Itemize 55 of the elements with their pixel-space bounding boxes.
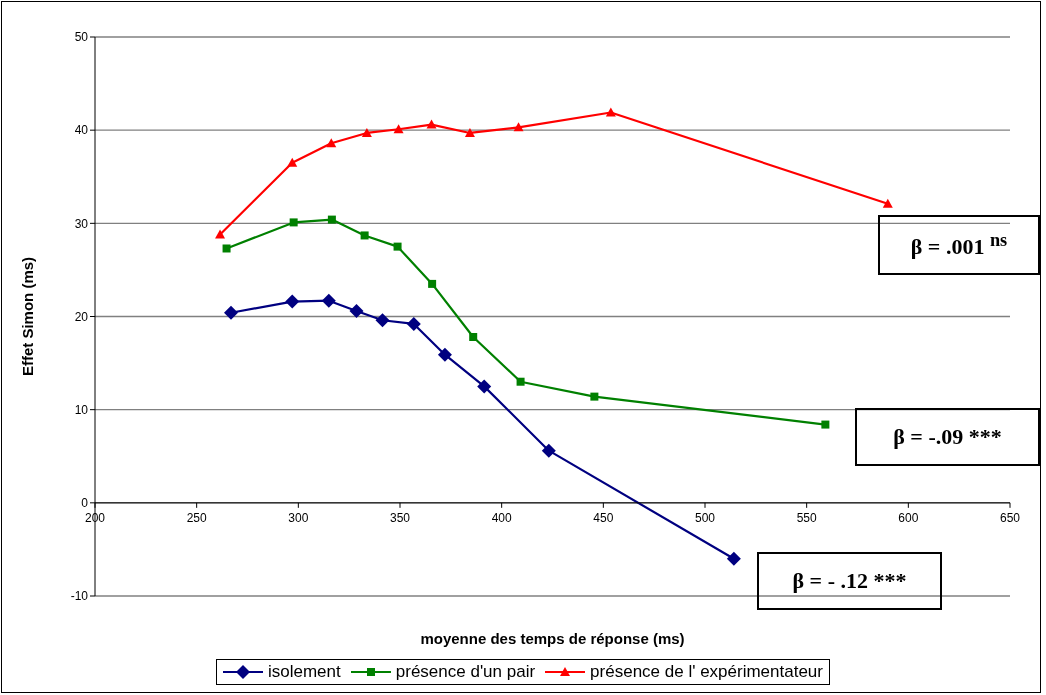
point	[464, 127, 475, 137]
point	[882, 198, 893, 208]
point	[326, 138, 337, 148]
y-tick-label: -10	[70, 589, 89, 604]
annotation: β = -.09 ***	[893, 424, 1002, 450]
point	[361, 127, 372, 137]
y-tick-label: 40	[74, 123, 89, 138]
point	[393, 242, 402, 251]
legend-label: isolement	[268, 662, 341, 682]
point	[222, 244, 231, 253]
point	[215, 229, 226, 239]
point	[289, 218, 298, 227]
point	[726, 551, 741, 566]
x-tick-label: 400	[491, 510, 512, 525]
point	[513, 122, 524, 132]
x-tick-label: 650	[999, 510, 1021, 525]
point	[428, 279, 437, 288]
point	[469, 333, 478, 341]
y-tick-label: 50	[74, 30, 89, 45]
annotation: β = - .12 ***	[792, 568, 907, 594]
x-tick-label: 450	[593, 510, 614, 525]
point	[541, 443, 556, 458]
legend-label: présence de l' expérimentateur	[590, 662, 823, 682]
x-tick-label: 200	[84, 510, 106, 525]
point	[224, 305, 239, 320]
x-tick-label: 550	[796, 510, 817, 525]
point	[477, 379, 492, 394]
point	[285, 294, 300, 309]
point	[360, 231, 369, 240]
annotation: β = .001 $^{ns}$	[910, 229, 1008, 261]
point	[426, 119, 437, 129]
legend-label: présence d'un pair	[395, 662, 536, 682]
x-tick-label: 500	[694, 510, 716, 525]
point	[349, 303, 364, 318]
point	[287, 157, 298, 167]
y-tick-label: 10	[74, 402, 89, 417]
point	[393, 124, 404, 134]
point	[327, 215, 336, 224]
point	[605, 107, 616, 117]
y-tick-label: 0	[81, 496, 89, 511]
point	[821, 420, 830, 429]
point	[437, 347, 452, 362]
x-tick-label: 300	[288, 510, 309, 525]
point	[375, 313, 390, 328]
point	[516, 377, 525, 386]
point	[406, 316, 421, 331]
point	[321, 293, 336, 308]
y-axis-title: Effet Simon (ms)	[19, 256, 37, 377]
y-tick-label: 30	[74, 216, 89, 231]
x-tick-label: 350	[389, 510, 411, 525]
point	[590, 392, 599, 401]
x-tick-label: 250	[186, 510, 207, 525]
y-tick-label: 20	[74, 309, 89, 324]
x-tick-label: 600	[898, 510, 919, 525]
x-axis-title: moyenne des temps de réponse (ms)	[420, 630, 685, 647]
